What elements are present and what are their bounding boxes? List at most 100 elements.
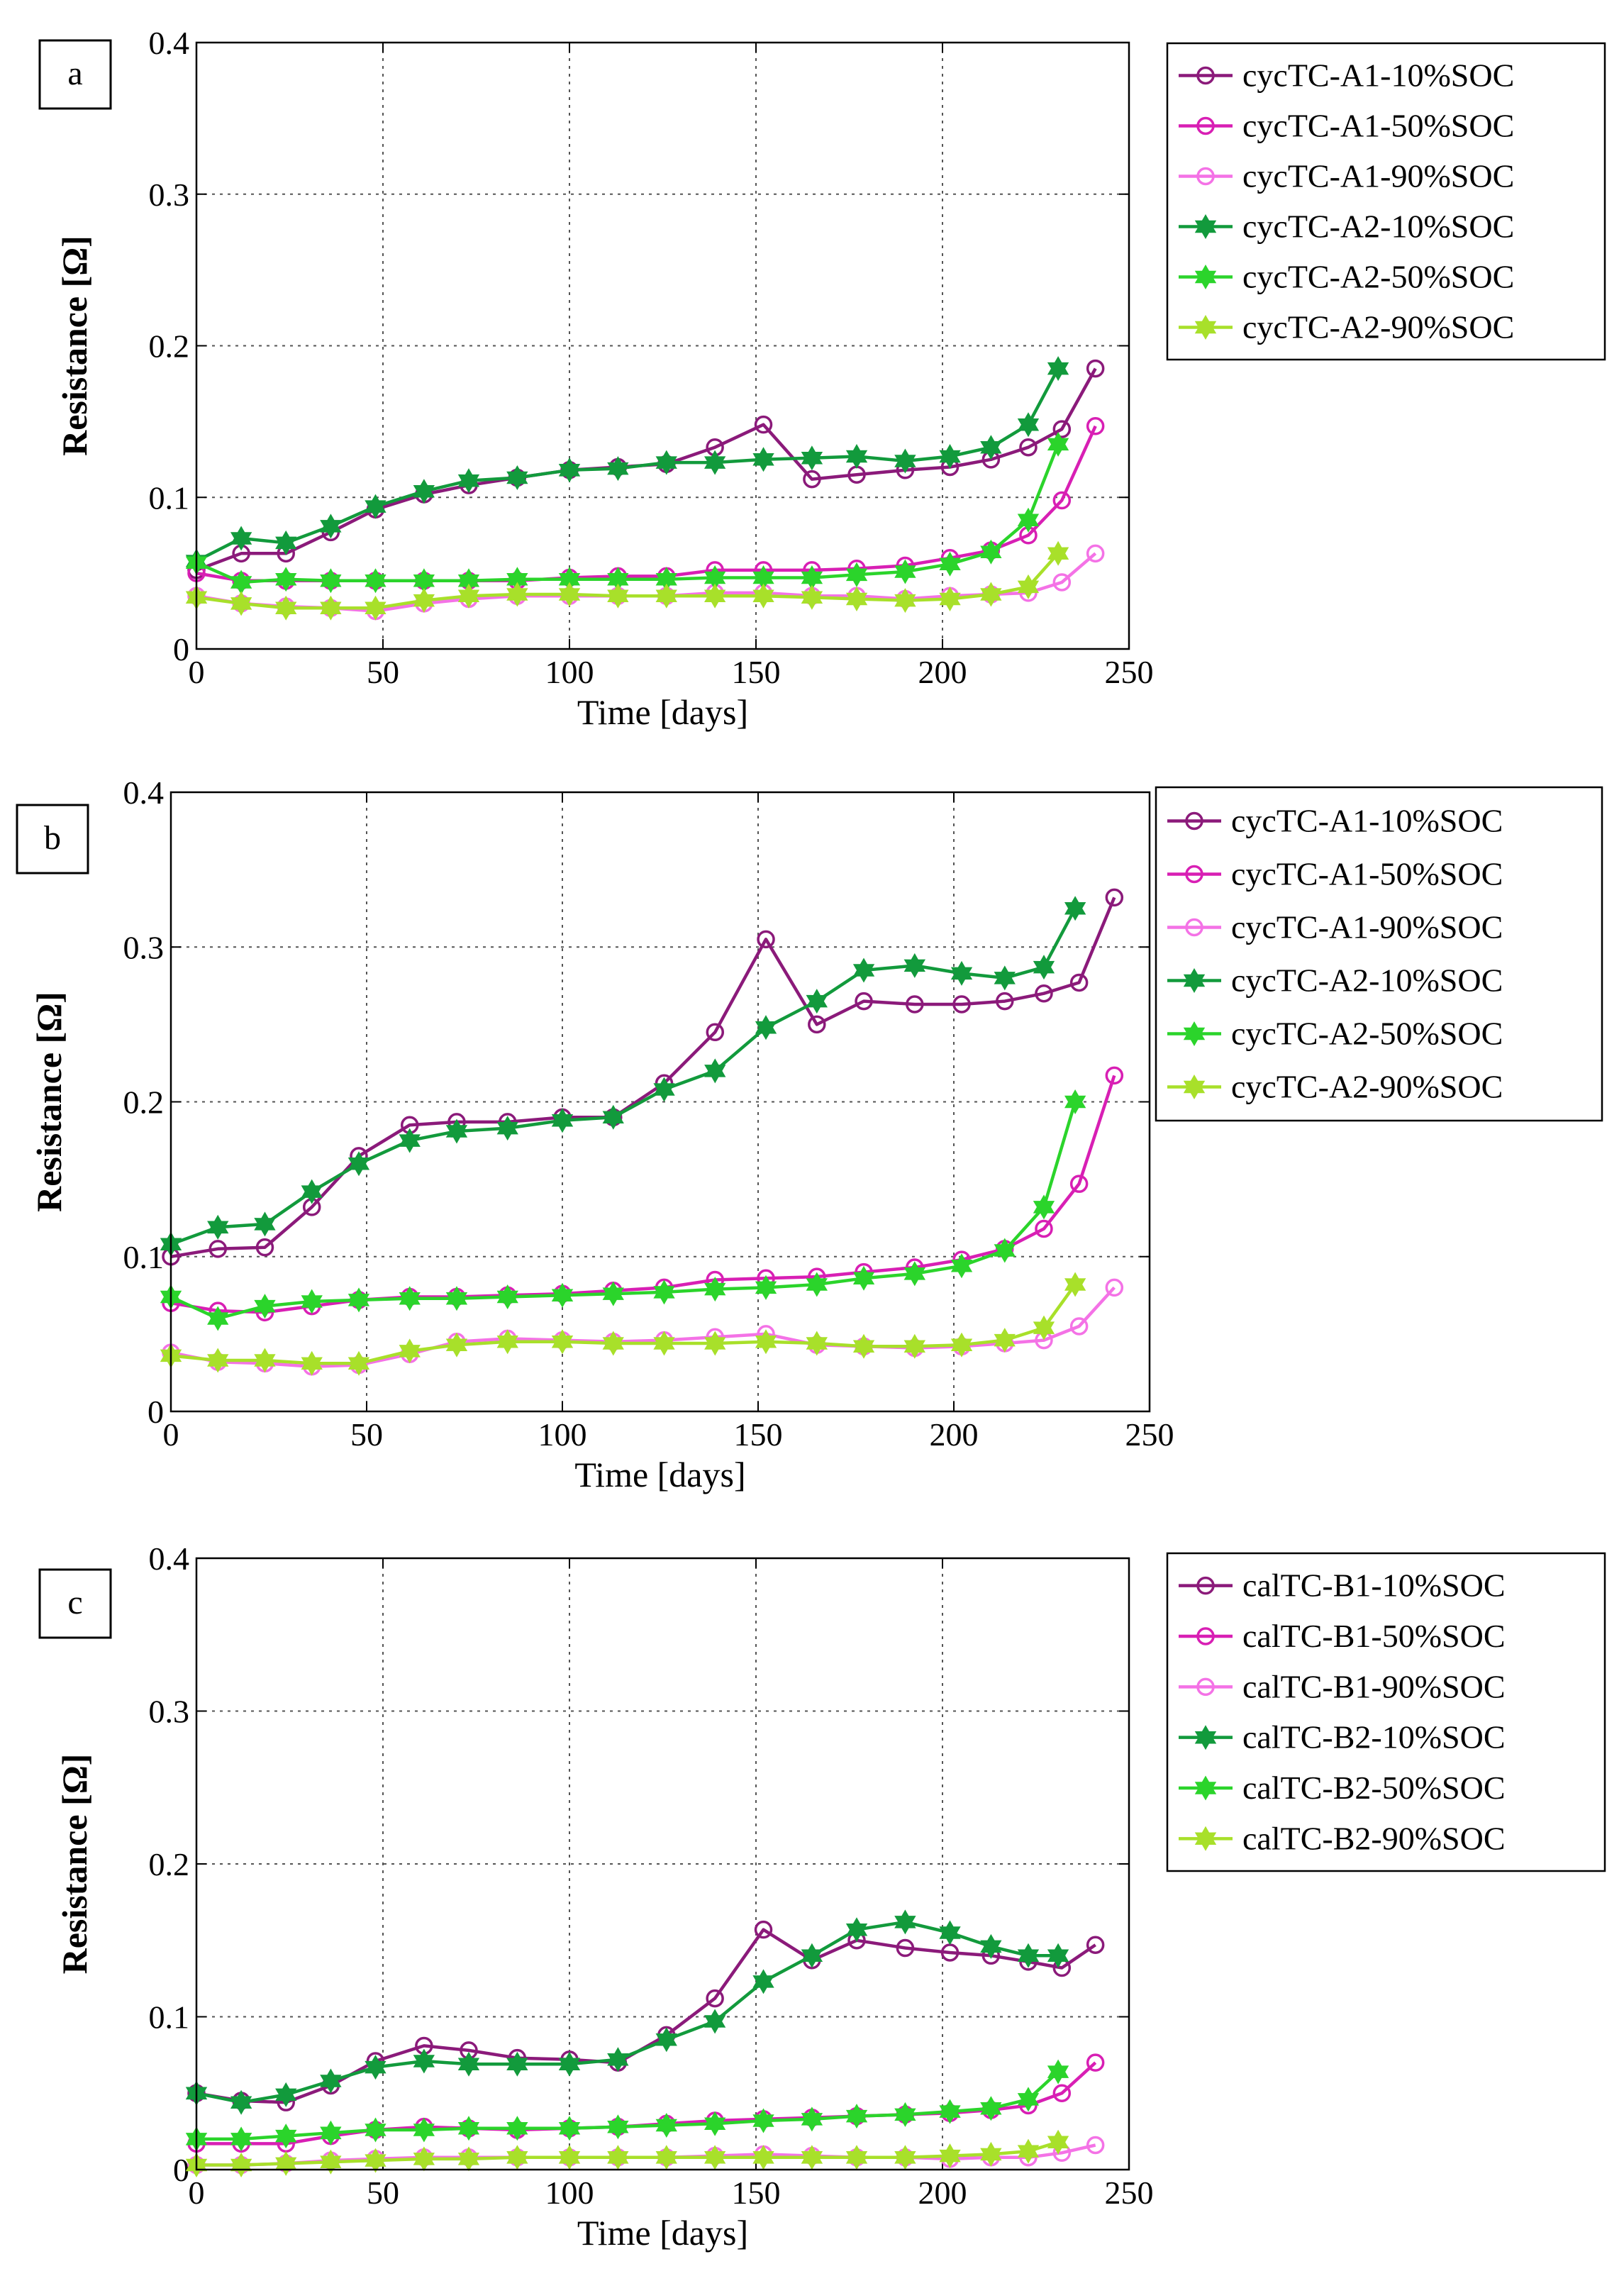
data-point <box>445 1118 468 1144</box>
x-tick-label: 250 <box>1105 654 1154 690</box>
legend-marker <box>1194 1775 1217 1801</box>
plot-area <box>196 43 1129 649</box>
series-calTC-B2-50%SOC <box>185 2059 1069 2152</box>
data-point <box>301 1289 323 1314</box>
y-tick-label: 0.1 <box>149 479 190 516</box>
panel-label: c <box>67 1584 82 1621</box>
data-point <box>894 448 916 474</box>
data-point <box>399 1286 421 1311</box>
legend-marker <box>1196 167 1215 186</box>
data-point <box>365 568 386 594</box>
y-tick-label: 0.4 <box>149 1541 190 1577</box>
data-point <box>255 1238 274 1257</box>
data-point <box>320 2120 342 2145</box>
data-point <box>445 1286 468 1311</box>
legend-label: calTC-B1-10%SOC <box>1242 1567 1506 1604</box>
y-tick-label: 0 <box>173 2152 189 2188</box>
data-point <box>939 551 961 577</box>
data-point <box>1017 507 1040 533</box>
data-point <box>320 595 342 621</box>
x-tick-label: 150 <box>732 2175 781 2211</box>
data-point <box>845 586 868 612</box>
data-point <box>706 1989 724 2008</box>
data-point <box>894 2102 916 2127</box>
data-point <box>230 2126 252 2152</box>
legend-label: calTC-B1-90%SOC <box>1242 1668 1506 1704</box>
legend-label: cycTC-A1-90%SOC <box>1242 158 1514 194</box>
x-axis-label: Time [days] <box>577 692 748 732</box>
data-point <box>1086 417 1105 435</box>
data-point <box>207 1348 229 1373</box>
data-point <box>852 1333 875 1359</box>
data-point <box>275 2082 297 2107</box>
data-point <box>1033 1315 1055 1340</box>
series-cycTC-A2-10%SOC <box>160 896 1086 1257</box>
data-point <box>903 1333 926 1359</box>
data-point <box>653 1077 675 1102</box>
data-point <box>1064 1089 1086 1115</box>
data-point <box>852 1265 875 1291</box>
legend-marker <box>1183 1074 1206 1100</box>
data-point <box>755 1329 777 1355</box>
y-axis-label: Resistance [Ω] <box>55 235 94 456</box>
data-point <box>1035 984 1053 1003</box>
data-point <box>704 583 726 609</box>
data-point <box>752 1969 774 1994</box>
data-point <box>413 2048 435 2074</box>
legend: cycTC-A1-10%SOC cycTC-A1-50%SOC cycTC-A1-9… <box>1155 786 1603 1122</box>
x-tick-label: 100 <box>545 654 594 690</box>
data-point <box>558 457 581 483</box>
data-point <box>801 445 823 471</box>
legend-marker <box>1185 918 1203 937</box>
panel-label-box <box>38 1568 112 1639</box>
data-point <box>754 415 773 434</box>
data-point <box>365 2148 386 2173</box>
x-tick-label: 50 <box>367 2175 399 2211</box>
data-point <box>413 2117 435 2143</box>
panel-b: 0 50 100 150 200 250 0 0.1 0.2 0.3 0.4 Time [days] R… <box>16 775 1603 1494</box>
data-point <box>1033 1194 1055 1220</box>
data-point <box>1017 2087 1040 2112</box>
data-point <box>1105 888 1124 907</box>
data-point <box>457 468 480 494</box>
data-point <box>806 1331 828 1356</box>
data-point <box>903 953 926 978</box>
legend-label: cycTC-A1-10%SOC <box>1242 57 1514 94</box>
data-point <box>845 1917 868 1943</box>
series-cycTC-A2-90%SOC <box>160 1272 1086 1376</box>
data-point <box>1017 574 1040 599</box>
data-point <box>1047 431 1069 457</box>
x-tick-label: 0 <box>163 1416 179 1453</box>
data-point <box>994 1328 1016 1353</box>
legend-marker <box>1185 811 1203 831</box>
data-point <box>845 2104 868 2129</box>
data-point <box>994 965 1016 991</box>
legend-marker <box>1194 1826 1217 1851</box>
data-point <box>413 479 435 504</box>
legend-box <box>1166 1552 1606 1872</box>
x-tick-label: 100 <box>545 2175 594 2211</box>
data-point <box>704 1058 726 1084</box>
data-point <box>275 530 297 555</box>
x-tick-label: 200 <box>918 2175 967 2211</box>
legend-marker <box>1183 967 1206 994</box>
data-point <box>457 2116 480 2141</box>
legend-label: cycTC-A2-90%SOC <box>1242 309 1514 345</box>
data-point <box>275 567 297 592</box>
legend-label: cycTC-A1-10%SOC <box>1231 803 1503 839</box>
panel-label: b <box>44 819 61 857</box>
data-point <box>845 443 868 470</box>
legend-label: calTC-B2-10%SOC <box>1242 1719 1506 1755</box>
series-calTC-B2-10%SOC <box>185 1909 1069 2115</box>
data-point <box>551 1329 574 1355</box>
data-point <box>855 992 873 1011</box>
data-point <box>1069 1317 1089 1336</box>
data-point <box>704 450 726 475</box>
data-point <box>1105 1278 1124 1297</box>
legend-label: cycTC-A1-50%SOC <box>1231 856 1503 892</box>
data-point <box>994 1238 1016 1263</box>
data-point <box>655 583 677 609</box>
y-axis-label: Resistance [Ω] <box>29 992 69 1212</box>
y-tick-label: 0.2 <box>149 1846 190 1882</box>
data-point <box>275 2124 297 2149</box>
